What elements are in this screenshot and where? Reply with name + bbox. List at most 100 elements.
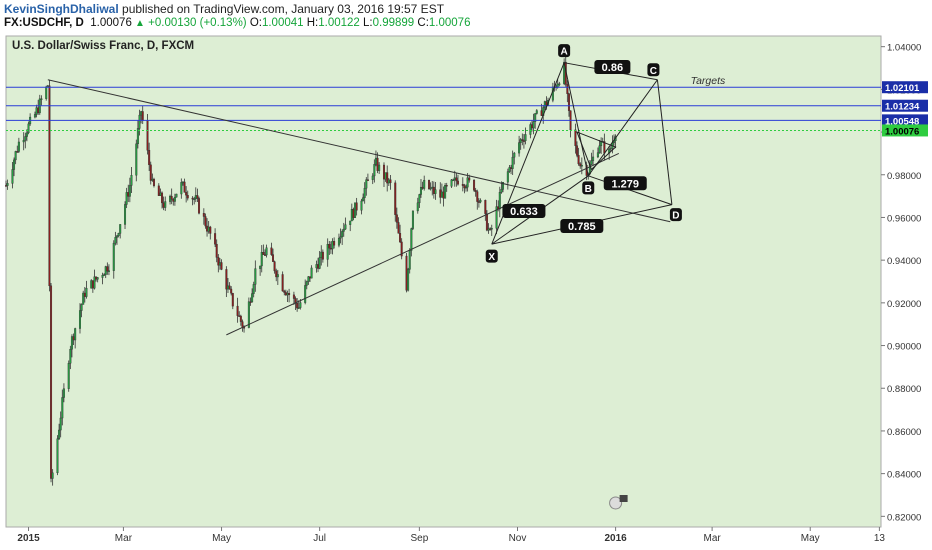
candle-up <box>114 237 117 244</box>
candle-down <box>148 150 151 166</box>
point-box <box>558 44 571 58</box>
candle-up <box>6 183 9 186</box>
candle-up <box>371 175 374 180</box>
low-value: 0.99899 <box>372 17 415 29</box>
candle-up <box>90 280 93 289</box>
candle-down <box>275 270 278 278</box>
candle-up <box>136 128 139 145</box>
candle-down <box>91 280 94 289</box>
candle-up <box>101 275 104 278</box>
candle-up <box>22 139 25 143</box>
candle-down <box>196 195 199 199</box>
candle-up <box>452 179 455 182</box>
candle-up <box>140 111 143 116</box>
point-label: C <box>650 66 657 77</box>
candle-down <box>461 184 464 186</box>
candle-up <box>596 152 599 158</box>
candle-up <box>27 123 30 134</box>
up-arrow-icon: ▲ <box>135 18 145 29</box>
candle-up <box>326 244 329 260</box>
pattern-leg <box>587 79 658 177</box>
candle-down <box>95 276 98 280</box>
candle-down <box>474 190 477 192</box>
candle-up <box>59 417 62 431</box>
candle-down <box>484 200 487 214</box>
candle-down <box>386 172 389 184</box>
candle-down <box>186 194 189 199</box>
candle-down <box>214 233 217 245</box>
candle-down <box>292 294 295 299</box>
candle-up <box>17 141 20 152</box>
candle-down <box>456 180 459 185</box>
candle-down <box>455 177 458 182</box>
price-chart[interactable]: 0.82000 0.84000 0.86000 0.88000 0.90000 0.920… <box>0 32 932 550</box>
change: +0.00130 (+0.13%) <box>148 17 247 29</box>
candles <box>4 55 617 486</box>
triangle-pattern <box>576 131 617 171</box>
candle-down <box>106 266 109 272</box>
candle-down <box>238 315 241 317</box>
candle-up <box>450 179 453 187</box>
y-tick-label: 0.92000 <box>887 299 921 310</box>
candle-up <box>349 220 352 225</box>
point-box <box>669 208 682 222</box>
ratio-box <box>560 218 604 233</box>
candle-down <box>439 189 442 198</box>
candle-down <box>127 192 130 197</box>
candle-up <box>93 276 96 289</box>
candle-down <box>445 185 448 187</box>
candle-down <box>37 107 40 114</box>
candle-up <box>511 156 514 169</box>
candle-up <box>341 231 344 238</box>
candle-up <box>344 224 347 230</box>
candle-down <box>296 303 299 309</box>
candle-up <box>194 195 197 200</box>
candle-up <box>495 206 498 229</box>
candle-up <box>175 193 178 198</box>
ratio-label: 0.785 <box>568 221 596 233</box>
candle-down <box>170 195 173 200</box>
candle-up <box>260 252 263 267</box>
candle-up <box>276 274 279 278</box>
trendline <box>226 152 620 336</box>
candle-up <box>466 177 469 188</box>
level-tag <box>882 99 928 112</box>
candle-up <box>45 86 48 99</box>
candle-down <box>485 213 488 231</box>
candle-up <box>416 202 419 212</box>
candle-up <box>513 152 516 158</box>
candle-up <box>130 175 133 186</box>
ratio-label: 1.279 <box>611 178 639 190</box>
candle-up <box>82 292 85 305</box>
candle-up <box>490 228 493 230</box>
candle-up <box>299 302 302 308</box>
open-label: O: <box>249 17 262 29</box>
author-link[interactable]: KevinSinghDhaliwal <box>4 2 119 16</box>
candle-down <box>333 241 336 246</box>
candle-up <box>592 156 595 161</box>
candle-down <box>442 191 445 199</box>
point-box <box>647 63 660 77</box>
candle-down <box>157 185 160 196</box>
candle-up <box>207 226 210 232</box>
candle-up <box>487 228 490 231</box>
candle-up <box>13 159 16 170</box>
y-tick-label: 0.98000 <box>887 171 921 182</box>
candle-down <box>141 111 144 121</box>
low-label: L: <box>363 17 373 29</box>
level-label: 1.02101 <box>885 83 920 94</box>
pattern-leg <box>563 62 589 176</box>
candle-down <box>202 213 205 217</box>
candle-down <box>270 247 273 255</box>
candle-up <box>135 143 138 176</box>
candle-down <box>574 129 577 146</box>
x-tick-label: Nov <box>509 533 527 544</box>
x-tick-label: 2015 <box>17 533 40 544</box>
point-label: B <box>585 184 592 195</box>
candle-down <box>50 285 53 479</box>
candle-up <box>434 189 437 194</box>
candle-down <box>146 120 149 151</box>
targets-annotation: Targets <box>691 75 726 87</box>
ratio-box <box>594 59 631 74</box>
candle-down <box>510 167 513 169</box>
